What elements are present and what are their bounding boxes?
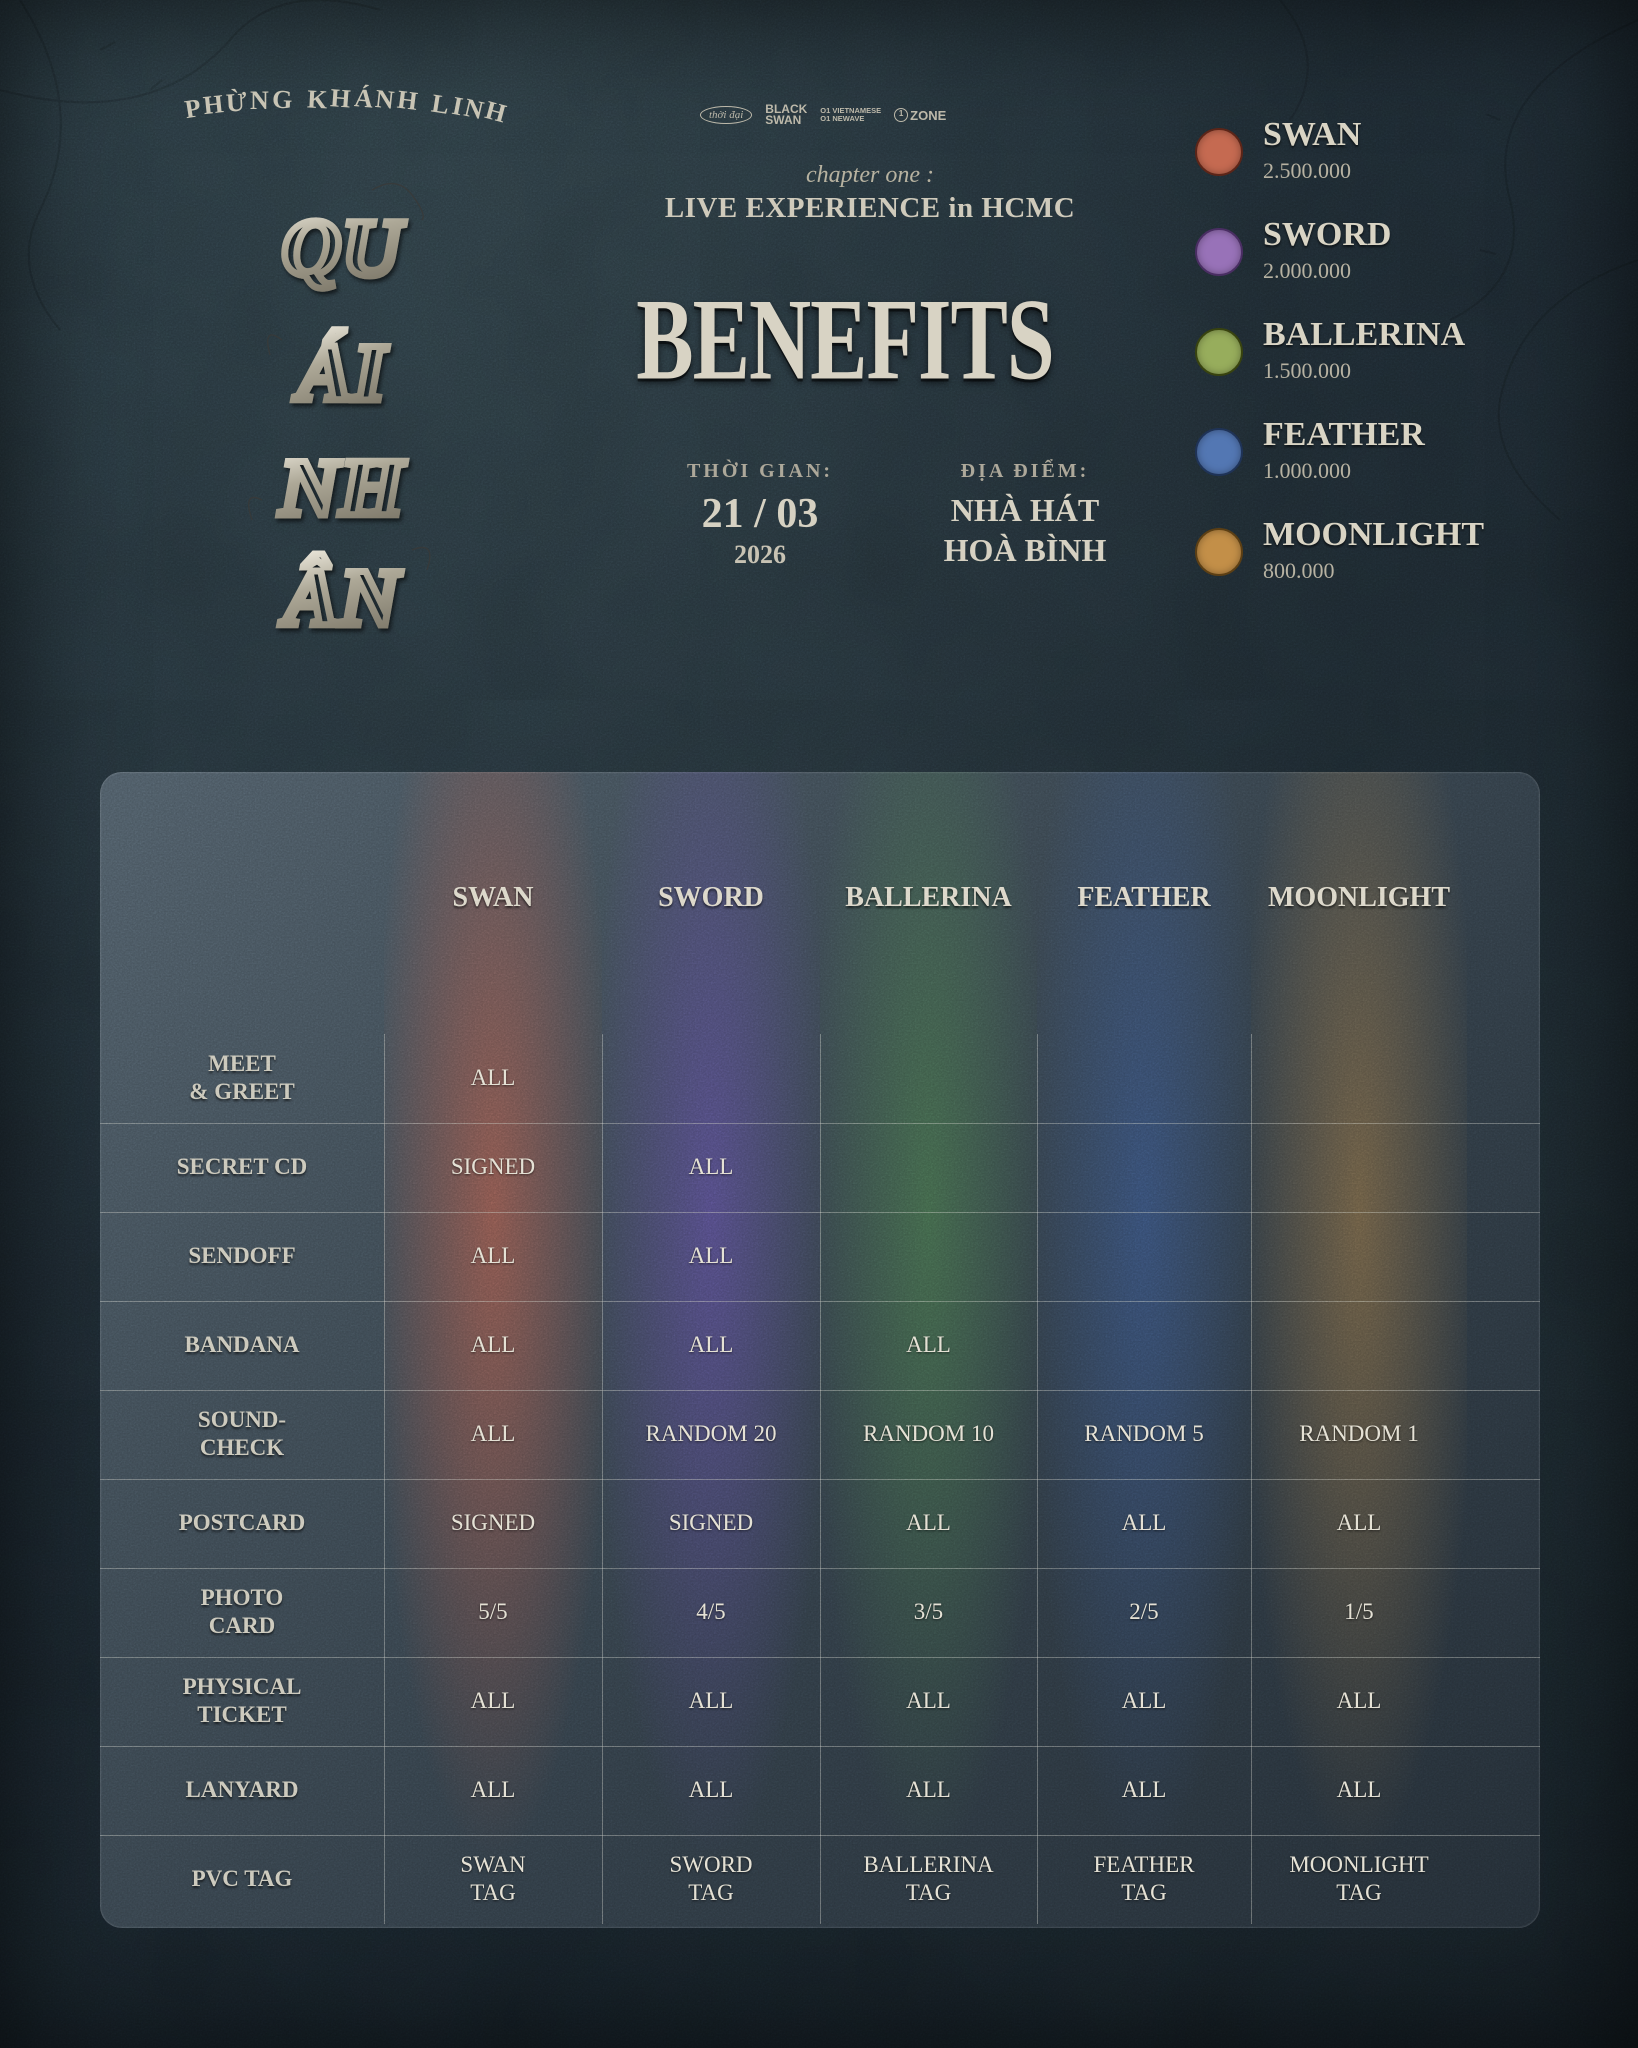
svg-text:ÁI: ÁI [293,327,389,418]
svg-text:QU: QU [282,202,405,293]
svg-text:ÂN: ÂN [279,552,402,638]
svg-text:NH: NH [279,442,406,533]
